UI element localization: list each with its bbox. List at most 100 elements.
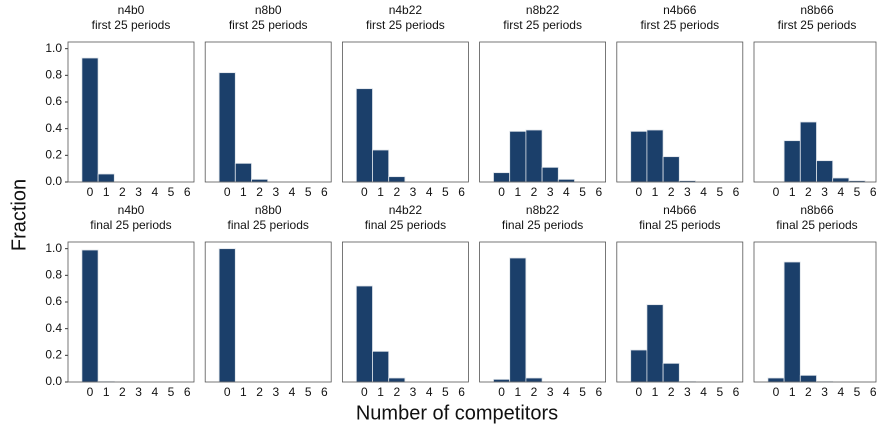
- bar: [372, 350, 390, 383]
- x-tick-label: 1: [789, 185, 796, 199]
- x-tick-label: 2: [531, 185, 538, 199]
- bar: [816, 160, 834, 183]
- panel-frame: [341, 241, 469, 383]
- y-tick-label: 0.8: [45, 68, 62, 82]
- panel-subtitle: final 25 periods: [90, 218, 171, 232]
- bar: [783, 140, 801, 183]
- y-tick-label: 0.8: [45, 268, 62, 282]
- x-tick-label: 0: [224, 185, 231, 199]
- x-tick-label: 0: [87, 385, 94, 399]
- panel-title: n4b66: [663, 203, 697, 217]
- x-tick-label: 2: [393, 185, 400, 199]
- y-tick-label: 0.0: [45, 174, 62, 188]
- x-tick-label: 4: [289, 185, 296, 199]
- panel-title: n4b0: [118, 203, 145, 217]
- panel-subtitle: final 25 periods: [365, 218, 446, 232]
- panel-title: n8b0: [255, 203, 282, 217]
- panel-frame: [341, 41, 469, 183]
- x-tick-label: 3: [684, 385, 691, 399]
- x-tick-label: 5: [579, 185, 586, 199]
- x-tick-label: 2: [668, 185, 675, 199]
- panel-frame: [616, 41, 744, 183]
- x-tick-label: 5: [716, 185, 723, 199]
- x-tick-label: 0: [498, 385, 505, 399]
- x-tick-label: 6: [595, 385, 602, 399]
- panel-frame: [67, 41, 195, 183]
- panel-subtitle: first 25 periods: [92, 18, 171, 32]
- bar: [218, 72, 236, 183]
- x-tick-label: 4: [837, 185, 844, 199]
- x-tick-label: 2: [531, 385, 538, 399]
- bar: [493, 172, 511, 183]
- panel-title: n8b22: [526, 3, 560, 17]
- panel-frame: [204, 41, 332, 183]
- x-tick-label: 6: [870, 185, 877, 199]
- x-tick-label: 3: [135, 185, 142, 199]
- x-tick-label: 4: [837, 385, 844, 399]
- y-tick-label: 0.4: [45, 321, 62, 335]
- x-tick-label: 4: [563, 385, 570, 399]
- x-tick-label: 4: [151, 385, 158, 399]
- x-tick-label: 2: [393, 385, 400, 399]
- panel-frame: [753, 41, 877, 183]
- x-tick-label: 4: [289, 385, 296, 399]
- panel-title: n8b22: [526, 203, 560, 217]
- panel-subtitle: first 25 periods: [229, 18, 308, 32]
- panel-subtitle: final 25 periods: [776, 218, 857, 232]
- bar: [525, 129, 543, 183]
- x-tick-label: 3: [272, 185, 279, 199]
- bar: [541, 166, 559, 183]
- panel-subtitle: first 25 periods: [640, 18, 719, 32]
- x-tick-label: 4: [563, 185, 570, 199]
- x-tick-label: 1: [514, 385, 521, 399]
- y-tick-label: 0.0: [45, 374, 62, 388]
- panel-frame: [753, 241, 877, 383]
- x-tick-label: 6: [321, 385, 328, 399]
- x-tick-label: 5: [579, 385, 586, 399]
- x-tick-label: 1: [377, 185, 384, 199]
- panel-subtitle: final 25 periods: [502, 218, 583, 232]
- bar: [646, 129, 664, 183]
- x-tick-label: 5: [305, 185, 312, 199]
- y-tick-label: 1.0: [45, 41, 62, 55]
- bar: [81, 249, 99, 383]
- panel-frame: [67, 241, 195, 383]
- x-tick-label: 1: [103, 185, 110, 199]
- x-tick-label: 2: [805, 385, 812, 399]
- x-tick-label: 0: [635, 385, 642, 399]
- bar: [662, 362, 680, 383]
- panel-frame: [616, 241, 744, 383]
- x-tick-label: 5: [168, 185, 175, 199]
- x-tick-label: 6: [870, 385, 877, 399]
- x-tick-label: 2: [119, 385, 126, 399]
- panel-title: n8b66: [800, 3, 834, 17]
- x-tick-label: 0: [498, 185, 505, 199]
- panel-frame: [204, 241, 332, 383]
- x-tick-label: 6: [595, 185, 602, 199]
- panel-frame: [479, 241, 607, 383]
- panel-title: n8b0: [255, 3, 282, 17]
- panel-title: n4b22: [389, 3, 423, 17]
- bar: [234, 162, 252, 183]
- x-tick-label: 5: [716, 385, 723, 399]
- panel-subtitle: first 25 periods: [778, 18, 857, 32]
- y-tick-label: 0.6: [45, 94, 62, 108]
- bar: [832, 177, 850, 183]
- panel-subtitle: first 25 periods: [366, 18, 445, 32]
- bar: [372, 149, 390, 183]
- bar: [388, 377, 406, 383]
- x-tick-label: 5: [442, 185, 449, 199]
- bar: [509, 130, 527, 183]
- x-tick-label: 4: [151, 185, 158, 199]
- x-tick-label: 2: [256, 385, 263, 399]
- bar: [509, 257, 527, 383]
- x-tick-label: 3: [135, 385, 142, 399]
- bar: [97, 173, 115, 183]
- bar: [662, 156, 680, 183]
- x-tick-label: 1: [514, 185, 521, 199]
- x-tick-label: 3: [410, 385, 417, 399]
- x-tick-label: 2: [119, 185, 126, 199]
- x-tick-label: 1: [103, 385, 110, 399]
- x-tick-label: 1: [240, 185, 247, 199]
- y-tick-label: 1.0: [45, 241, 62, 255]
